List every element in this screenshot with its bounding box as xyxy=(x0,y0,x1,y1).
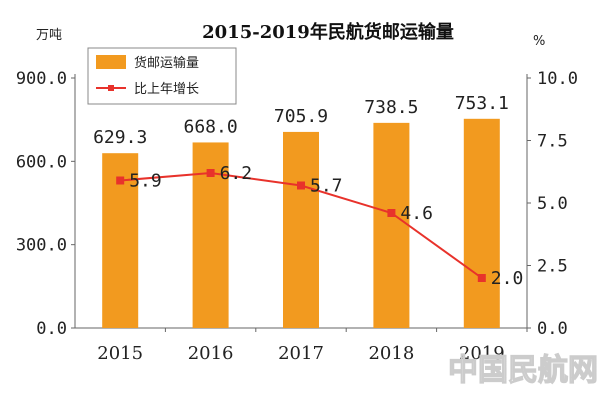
growth-line-series xyxy=(116,169,486,282)
right-tick-label: 0.0 xyxy=(537,319,568,339)
bar-value-label: 738.5 xyxy=(364,97,418,118)
x-tick-label: 2016 xyxy=(188,343,234,364)
right-tick-label: 10.0 xyxy=(537,69,578,89)
bar xyxy=(373,122,410,328)
axes: 0.0 300.0 600.0 900.0 0.0 2.5 5.0 7.5 10.0 2015 20… xyxy=(16,69,578,364)
growth-value-label: 5.9 xyxy=(129,171,162,192)
x-tick-label: 2015 xyxy=(97,343,143,364)
legend-line-marker xyxy=(108,85,114,91)
bar-value-label: 705.9 xyxy=(274,106,328,127)
growth-point xyxy=(477,274,486,282)
growth-point xyxy=(297,181,305,190)
left-tick-label: 0.0 xyxy=(36,319,67,339)
bar xyxy=(283,131,319,328)
right-axis-unit: % xyxy=(533,34,545,49)
data-labels: 629.3 668.0 705.9 738.5 753.1 5.9 6.2 5.7 4.6 2.0 xyxy=(93,93,523,289)
left-tick-label: 300.0 xyxy=(16,236,67,256)
legend-bar-label: 货邮运输量 xyxy=(134,55,199,71)
left-tick-label: 900.0 xyxy=(16,69,67,89)
growth-value-label: 4.6 xyxy=(400,203,433,224)
growth-point xyxy=(116,176,125,185)
right-tick-label: 5.0 xyxy=(537,194,568,214)
bar xyxy=(463,118,500,328)
growth-value-label: 2.0 xyxy=(491,268,524,289)
left-axis-unit: 万吨 xyxy=(36,28,62,43)
left-tick-label: 600.0 xyxy=(16,152,67,172)
right-tick-label: 7.5 xyxy=(537,132,568,152)
bar-value-label: 629.3 xyxy=(93,127,147,148)
x-tick-label: 2019 xyxy=(459,343,505,364)
bar-series xyxy=(102,118,500,328)
bar-value-label: 668.0 xyxy=(184,116,238,137)
x-tick-label: 2017 xyxy=(278,343,324,364)
x-tick-label: 2018 xyxy=(368,343,414,364)
growth-point xyxy=(206,169,215,177)
growth-point xyxy=(387,209,396,217)
bar-value-label: 753.1 xyxy=(455,93,509,114)
legend-bar-swatch xyxy=(96,55,126,69)
growth-value-label: 6.2 xyxy=(220,163,253,184)
legend-line-label: 比上年增长 xyxy=(134,82,199,97)
chart-title: 2015-2019年民航货邮运输量 xyxy=(202,21,454,43)
watermark-text: 中国民航网 xyxy=(448,353,598,388)
growth-value-label: 5.7 xyxy=(310,176,343,197)
legend: 货邮运输量 比上年增长 xyxy=(87,47,237,105)
right-tick-label: 2.5 xyxy=(537,257,568,277)
